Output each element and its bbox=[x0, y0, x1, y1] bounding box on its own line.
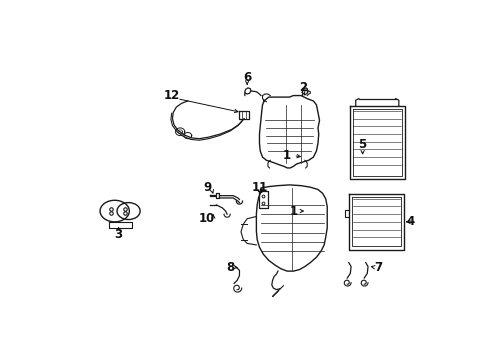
Text: 10: 10 bbox=[199, 212, 215, 225]
Text: 9: 9 bbox=[203, 181, 211, 194]
Text: 7: 7 bbox=[373, 261, 381, 274]
Text: 5: 5 bbox=[358, 138, 366, 151]
Text: 12: 12 bbox=[163, 89, 180, 102]
Text: 1: 1 bbox=[289, 204, 297, 217]
Text: 3: 3 bbox=[114, 228, 122, 240]
Text: 4: 4 bbox=[406, 215, 414, 228]
Text: 2: 2 bbox=[299, 81, 307, 94]
Text: 8: 8 bbox=[225, 261, 234, 274]
Text: 6: 6 bbox=[243, 71, 251, 84]
Text: 11: 11 bbox=[252, 181, 268, 194]
Text: 1: 1 bbox=[283, 149, 291, 162]
